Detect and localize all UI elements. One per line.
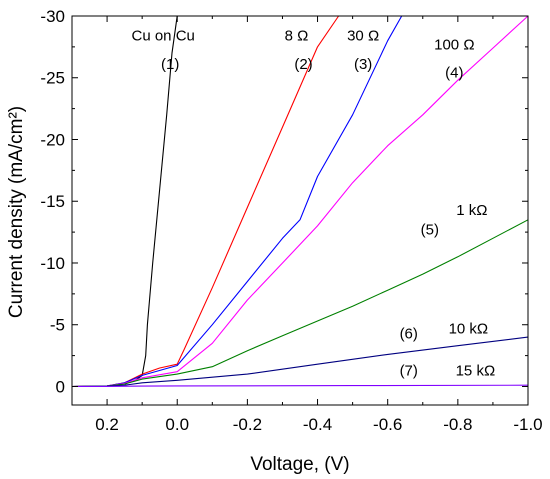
y-tick-label: -20 <box>40 130 65 149</box>
curve-annotation: (1) <box>161 56 179 73</box>
curve-annotation: (4) <box>445 65 463 82</box>
annotations: Cu on Cu (1) 8 Ω (2) 30 Ω (3) 100 Ω (4) 1 kΩ (5) (… <box>132 28 496 380</box>
series-line-5 <box>71 219 529 388</box>
curve-annotation: 30 Ω <box>347 28 379 45</box>
x-tick-label: -0.4 <box>303 415 332 434</box>
y-tick-label: -25 <box>40 69 65 88</box>
curve-annotation: 15 kΩ <box>456 362 496 379</box>
ticks <box>72 15 529 405</box>
curve-annotation: 1 kΩ <box>456 202 487 219</box>
series-line-3 <box>71 15 403 388</box>
curve-annotation: 100 Ω <box>434 36 474 53</box>
curve-annotation: 8 Ω <box>285 28 309 45</box>
curve-annotation: (6) <box>400 325 418 342</box>
y-axis-label: Current density (mA/cm²) <box>6 106 27 318</box>
y-tick-label: -15 <box>40 192 65 211</box>
series-line-7 <box>71 384 529 388</box>
curve-annotation: (5) <box>421 222 439 239</box>
y-tick-label: -5 <box>50 316 65 335</box>
x-tick-label: -0.8 <box>443 415 472 434</box>
x-tick-label: 0.2 <box>95 415 119 434</box>
y-tick-label: 0 <box>56 377 65 396</box>
series-line-4 <box>71 15 529 388</box>
x-tick-label: -0.6 <box>373 415 402 434</box>
x-tick-label: -0.2 <box>233 415 262 434</box>
plot-lines <box>71 15 529 388</box>
series-line-6 <box>71 336 529 388</box>
y-tick-label: -30 <box>40 7 65 26</box>
curve-annotation: (3) <box>354 56 372 73</box>
x-tick-label: -1.0 <box>513 415 542 434</box>
curve-annotation: 10 kΩ <box>449 320 489 337</box>
curve-annotation: (2) <box>294 56 312 73</box>
x-axis-label: Voltage, (V) <box>250 454 349 475</box>
curve-annotation: Cu on Cu <box>132 28 195 45</box>
axis-frame <box>71 15 529 406</box>
x-tick-label: 0.0 <box>165 415 189 434</box>
plot-frame <box>71 15 529 406</box>
tick-labels: 0.2 0.0 -0.2 -0.4 -0.6 -0.8 -1.0 0 -5 -10 -15 -20 -2… <box>40 7 542 434</box>
y-tick-label: -10 <box>40 254 65 273</box>
curve-annotation: (7) <box>400 362 418 379</box>
